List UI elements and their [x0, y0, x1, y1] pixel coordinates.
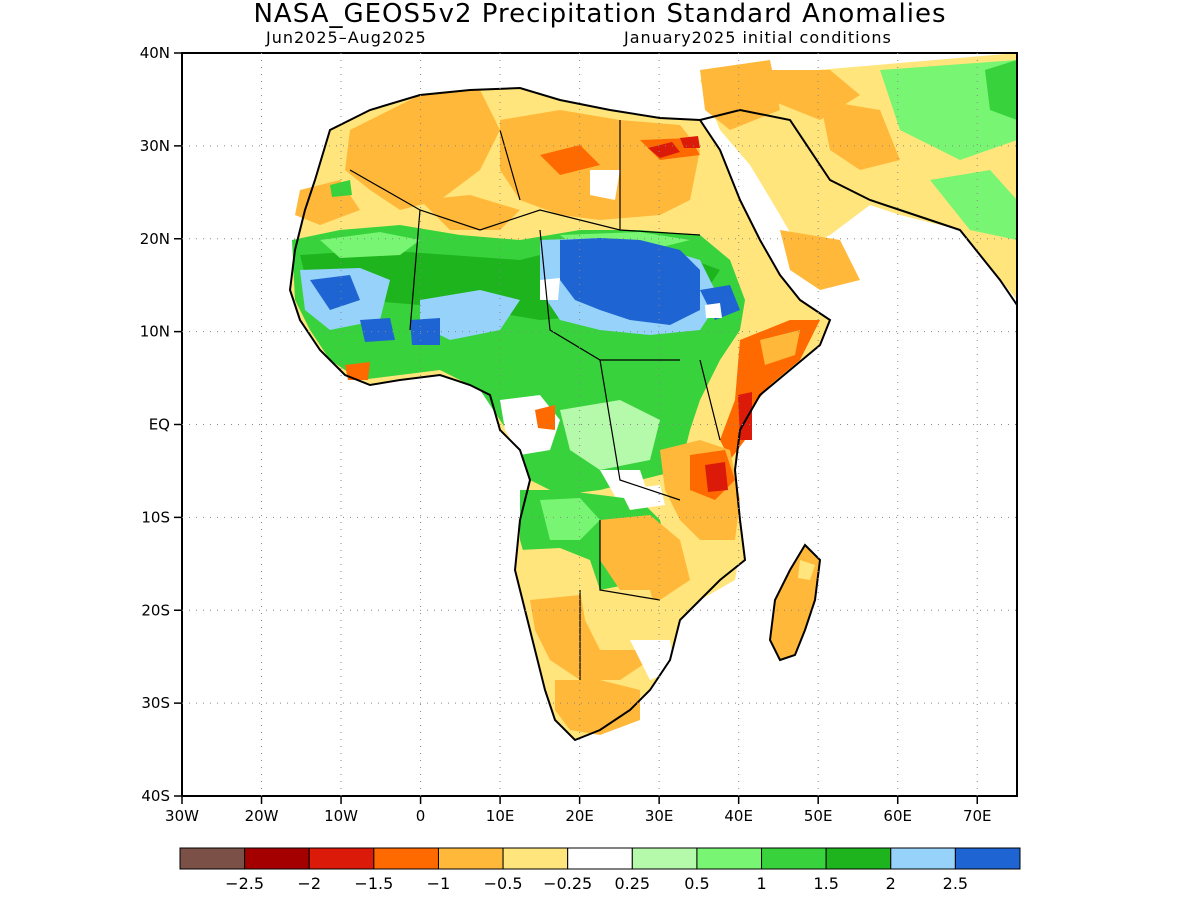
colorbar-label: 0.5 [684, 874, 709, 893]
lon-label: 20E [565, 807, 594, 825]
colorbar-label: −2.5 [225, 874, 264, 893]
lon-label: 60E [883, 807, 912, 825]
colorbar-label: −2 [297, 874, 321, 893]
lon-label: 20W [245, 807, 279, 825]
latitude-axis: 40N 30N 20N 10N EQ 10S 20S 30S 40S [140, 44, 182, 805]
colorbar-label: 1 [756, 874, 766, 893]
colorbar-swatch [308, 847, 375, 870]
colorbar-swatch [631, 847, 698, 870]
lat-label: 40N [140, 44, 170, 62]
lon-label: 10W [324, 807, 358, 825]
lat-label: EQ [149, 416, 170, 434]
lon-label: 30W [165, 807, 199, 825]
lon-label: 70E [963, 807, 992, 825]
lon-label: 0 [416, 807, 426, 825]
colorbar-swatch [761, 847, 827, 870]
colorbar-swatch [502, 847, 569, 870]
colorbar-label: 0.25 [614, 874, 650, 893]
lat-label: 20N [140, 230, 170, 248]
colorbar-swatch [567, 847, 633, 870]
colorbar-swatch [373, 847, 439, 870]
colorbar-swatch [890, 847, 956, 870]
initial-conditions: January2025 initial conditions [624, 28, 892, 47]
colorbar-label: −1.5 [354, 874, 393, 893]
lon-label: 10E [486, 807, 515, 825]
colorbar-swatch [696, 847, 763, 870]
wet-max-east [560, 238, 700, 325]
lat-label: 30N [140, 137, 170, 155]
lat-label: 20S [141, 601, 170, 619]
colorbar-label: 2 [886, 874, 896, 893]
colorbar: −2.5 −2 −1.5 −1 −0.5 −0.25 0.25 0.5 1 1.5 2 2.5 [179, 847, 1021, 893]
forecast-period: Jun2025–Aug2025 [266, 28, 427, 47]
lon-label: 40E [724, 807, 753, 825]
lon-label: 50E [804, 807, 833, 825]
lat-label: 10N [140, 323, 170, 341]
borders [349, 120, 721, 680]
colorbar-label: −0.25 [543, 874, 592, 893]
gridlines [182, 53, 1017, 796]
anomaly-field [182, 53, 1017, 740]
colorbar-label: 1.5 [813, 874, 838, 893]
colorbar-label: 2.5 [943, 874, 968, 893]
colorbar-swatch [244, 847, 310, 870]
map-title: NASA_GEOS5v2 Precipitation Standard Anom… [253, 0, 947, 29]
colorbar-swatch [179, 847, 246, 870]
wet-max-west [310, 275, 360, 310]
colorbar-label: −0.5 [484, 874, 523, 893]
lat-label: 40S [141, 787, 170, 805]
lat-label: 30S [141, 694, 170, 712]
lat-label: 10S [141, 508, 170, 526]
coastline [288, 86, 1018, 742]
colorbar-swatch [954, 847, 1021, 870]
colorbar-label: −1 [427, 874, 451, 893]
longitude-axis: 30W 20W 10W 0 10E 20E 30E 40E 50E 60E 70E [165, 796, 992, 825]
colorbar-swatch [437, 847, 504, 870]
lon-label: 30E [645, 807, 674, 825]
colorbar-swatch [825, 847, 892, 870]
